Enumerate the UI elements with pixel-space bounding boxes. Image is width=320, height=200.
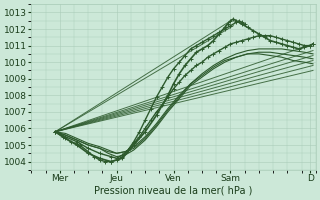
X-axis label: Pression niveau de la mer( hPa ): Pression niveau de la mer( hPa ) [94, 186, 253, 196]
